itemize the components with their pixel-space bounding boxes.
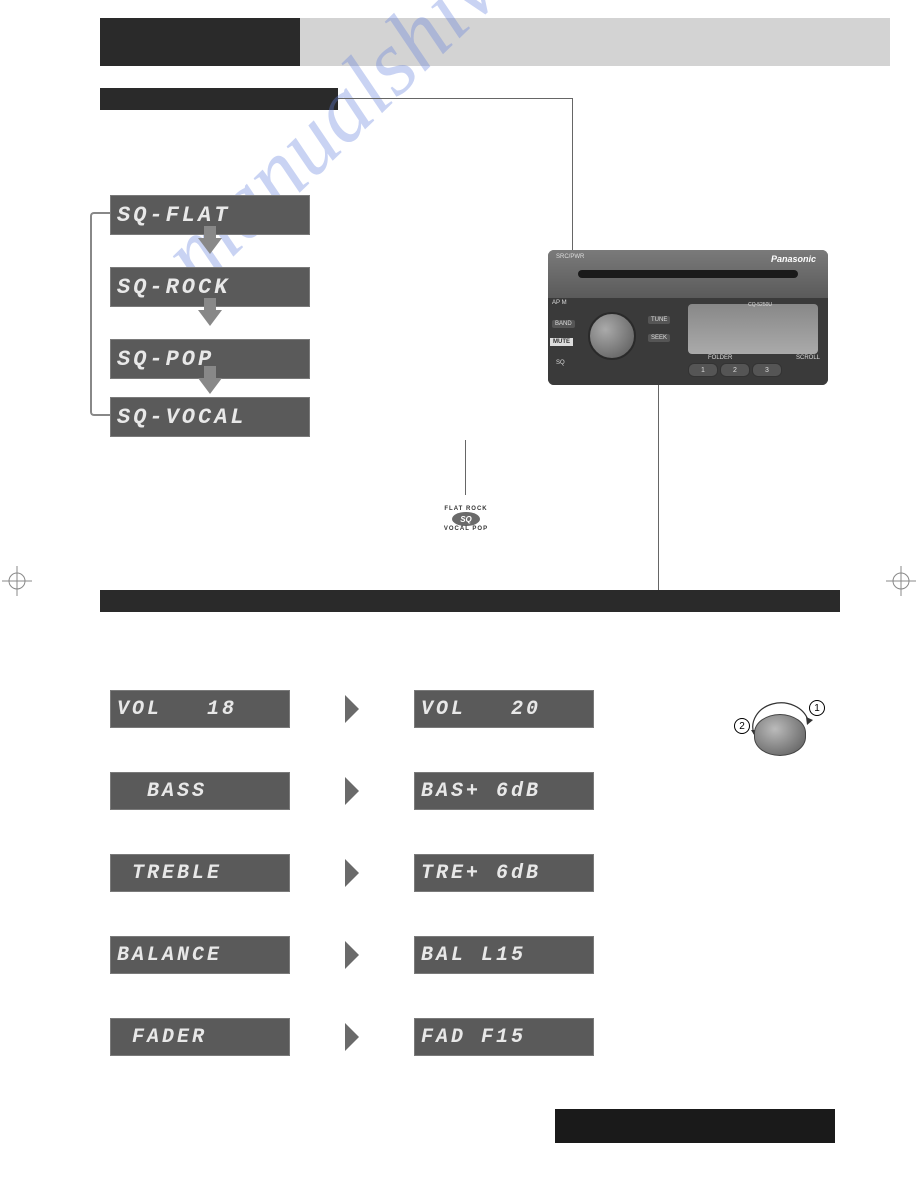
model-label: CQ-5250U xyxy=(748,302,772,308)
preset-button-row: 1 2 3 xyxy=(688,363,782,377)
lcd-balance-before: BALANCE xyxy=(110,936,290,974)
lcd-bass-before: BASS xyxy=(110,772,290,810)
arrow-down-0 xyxy=(198,238,222,254)
sq-logo-bottom: VOCAL POP xyxy=(444,526,488,532)
leader-knob-down xyxy=(658,385,659,590)
sq-logo-leader-top xyxy=(465,440,466,495)
arrow-right-treble xyxy=(345,859,359,887)
setting-row-bass: BASS BAS+ 6dB xyxy=(110,772,594,810)
setting-row-volume: VOL 18 VOL 20 xyxy=(110,690,594,728)
mute-label[interactable]: MUTE xyxy=(550,338,573,346)
sq-logo-mid: SQ xyxy=(452,512,480,526)
subheader-dark-bar xyxy=(100,88,338,110)
folder-label: FOLDER xyxy=(708,355,732,361)
setting-row-balance: BALANCE BAL L15 xyxy=(110,936,594,974)
lcd-sq-vocal: SQ-VOCAL xyxy=(110,397,310,437)
lcd-volume-after: VOL 20 xyxy=(414,690,594,728)
knob-icon xyxy=(754,714,806,756)
arrow-down-1 xyxy=(198,310,222,326)
volume-knob-diagram: 1 2 xyxy=(740,700,825,770)
src-pwr-label: SRC/PWR xyxy=(556,254,584,260)
stereo-display xyxy=(688,304,818,354)
leader-v1 xyxy=(572,98,573,250)
section-divider xyxy=(100,590,840,612)
circle-1: 1 xyxy=(809,700,825,716)
circle-2: 2 xyxy=(734,718,750,734)
preset-1[interactable]: 1 xyxy=(688,363,718,377)
seek-label[interactable]: SEEK xyxy=(648,334,670,342)
header-dark-bar xyxy=(100,18,300,66)
sq-mode-logo: FLAT ROCK SQ VOCAL POP xyxy=(442,495,490,543)
volume-knob[interactable] xyxy=(588,312,636,360)
lcd-bass-after: BAS+ 6dB xyxy=(414,772,594,810)
stereo-unit: Panasonic SRC/PWR AP M BAND MUTE SQ TUNE… xyxy=(548,250,828,385)
lcd-balance-after: BAL L15 xyxy=(414,936,594,974)
sq-loop-line xyxy=(90,212,110,416)
sq-label: SQ xyxy=(556,360,565,366)
band-label[interactable]: BAND xyxy=(552,320,575,328)
lcd-fader-before: FADER xyxy=(110,1018,290,1056)
lcd-treble-after: TRE+ 6dB xyxy=(414,854,594,892)
lcd-fader-after: FAD F15 xyxy=(414,1018,594,1056)
crop-mark-left xyxy=(2,566,32,596)
arrow-right-volume xyxy=(345,695,359,723)
apm-label: AP M xyxy=(552,300,567,306)
crop-mark-right xyxy=(886,566,916,596)
setting-row-treble: TREBLE TRE+ 6dB xyxy=(110,854,594,892)
arrow-down-2 xyxy=(198,378,222,394)
stereo-brand: Panasonic xyxy=(771,254,816,264)
leader-h1 xyxy=(338,98,572,99)
footer-dark-bar xyxy=(555,1109,835,1143)
arrow-right-balance xyxy=(345,941,359,969)
arrow-right-fader xyxy=(345,1023,359,1051)
lcd-volume-before: VOL 18 xyxy=(110,690,290,728)
lcd-treble-before: TREBLE xyxy=(110,854,290,892)
arrow-right-bass xyxy=(345,777,359,805)
cd-slot xyxy=(578,270,798,278)
scroll-label: SCROLL xyxy=(796,355,820,361)
setting-row-fader: FADER FAD F15 xyxy=(110,1018,594,1056)
tune-label[interactable]: TUNE xyxy=(648,316,670,324)
preset-2[interactable]: 2 xyxy=(720,363,750,377)
preset-3[interactable]: 3 xyxy=(752,363,782,377)
